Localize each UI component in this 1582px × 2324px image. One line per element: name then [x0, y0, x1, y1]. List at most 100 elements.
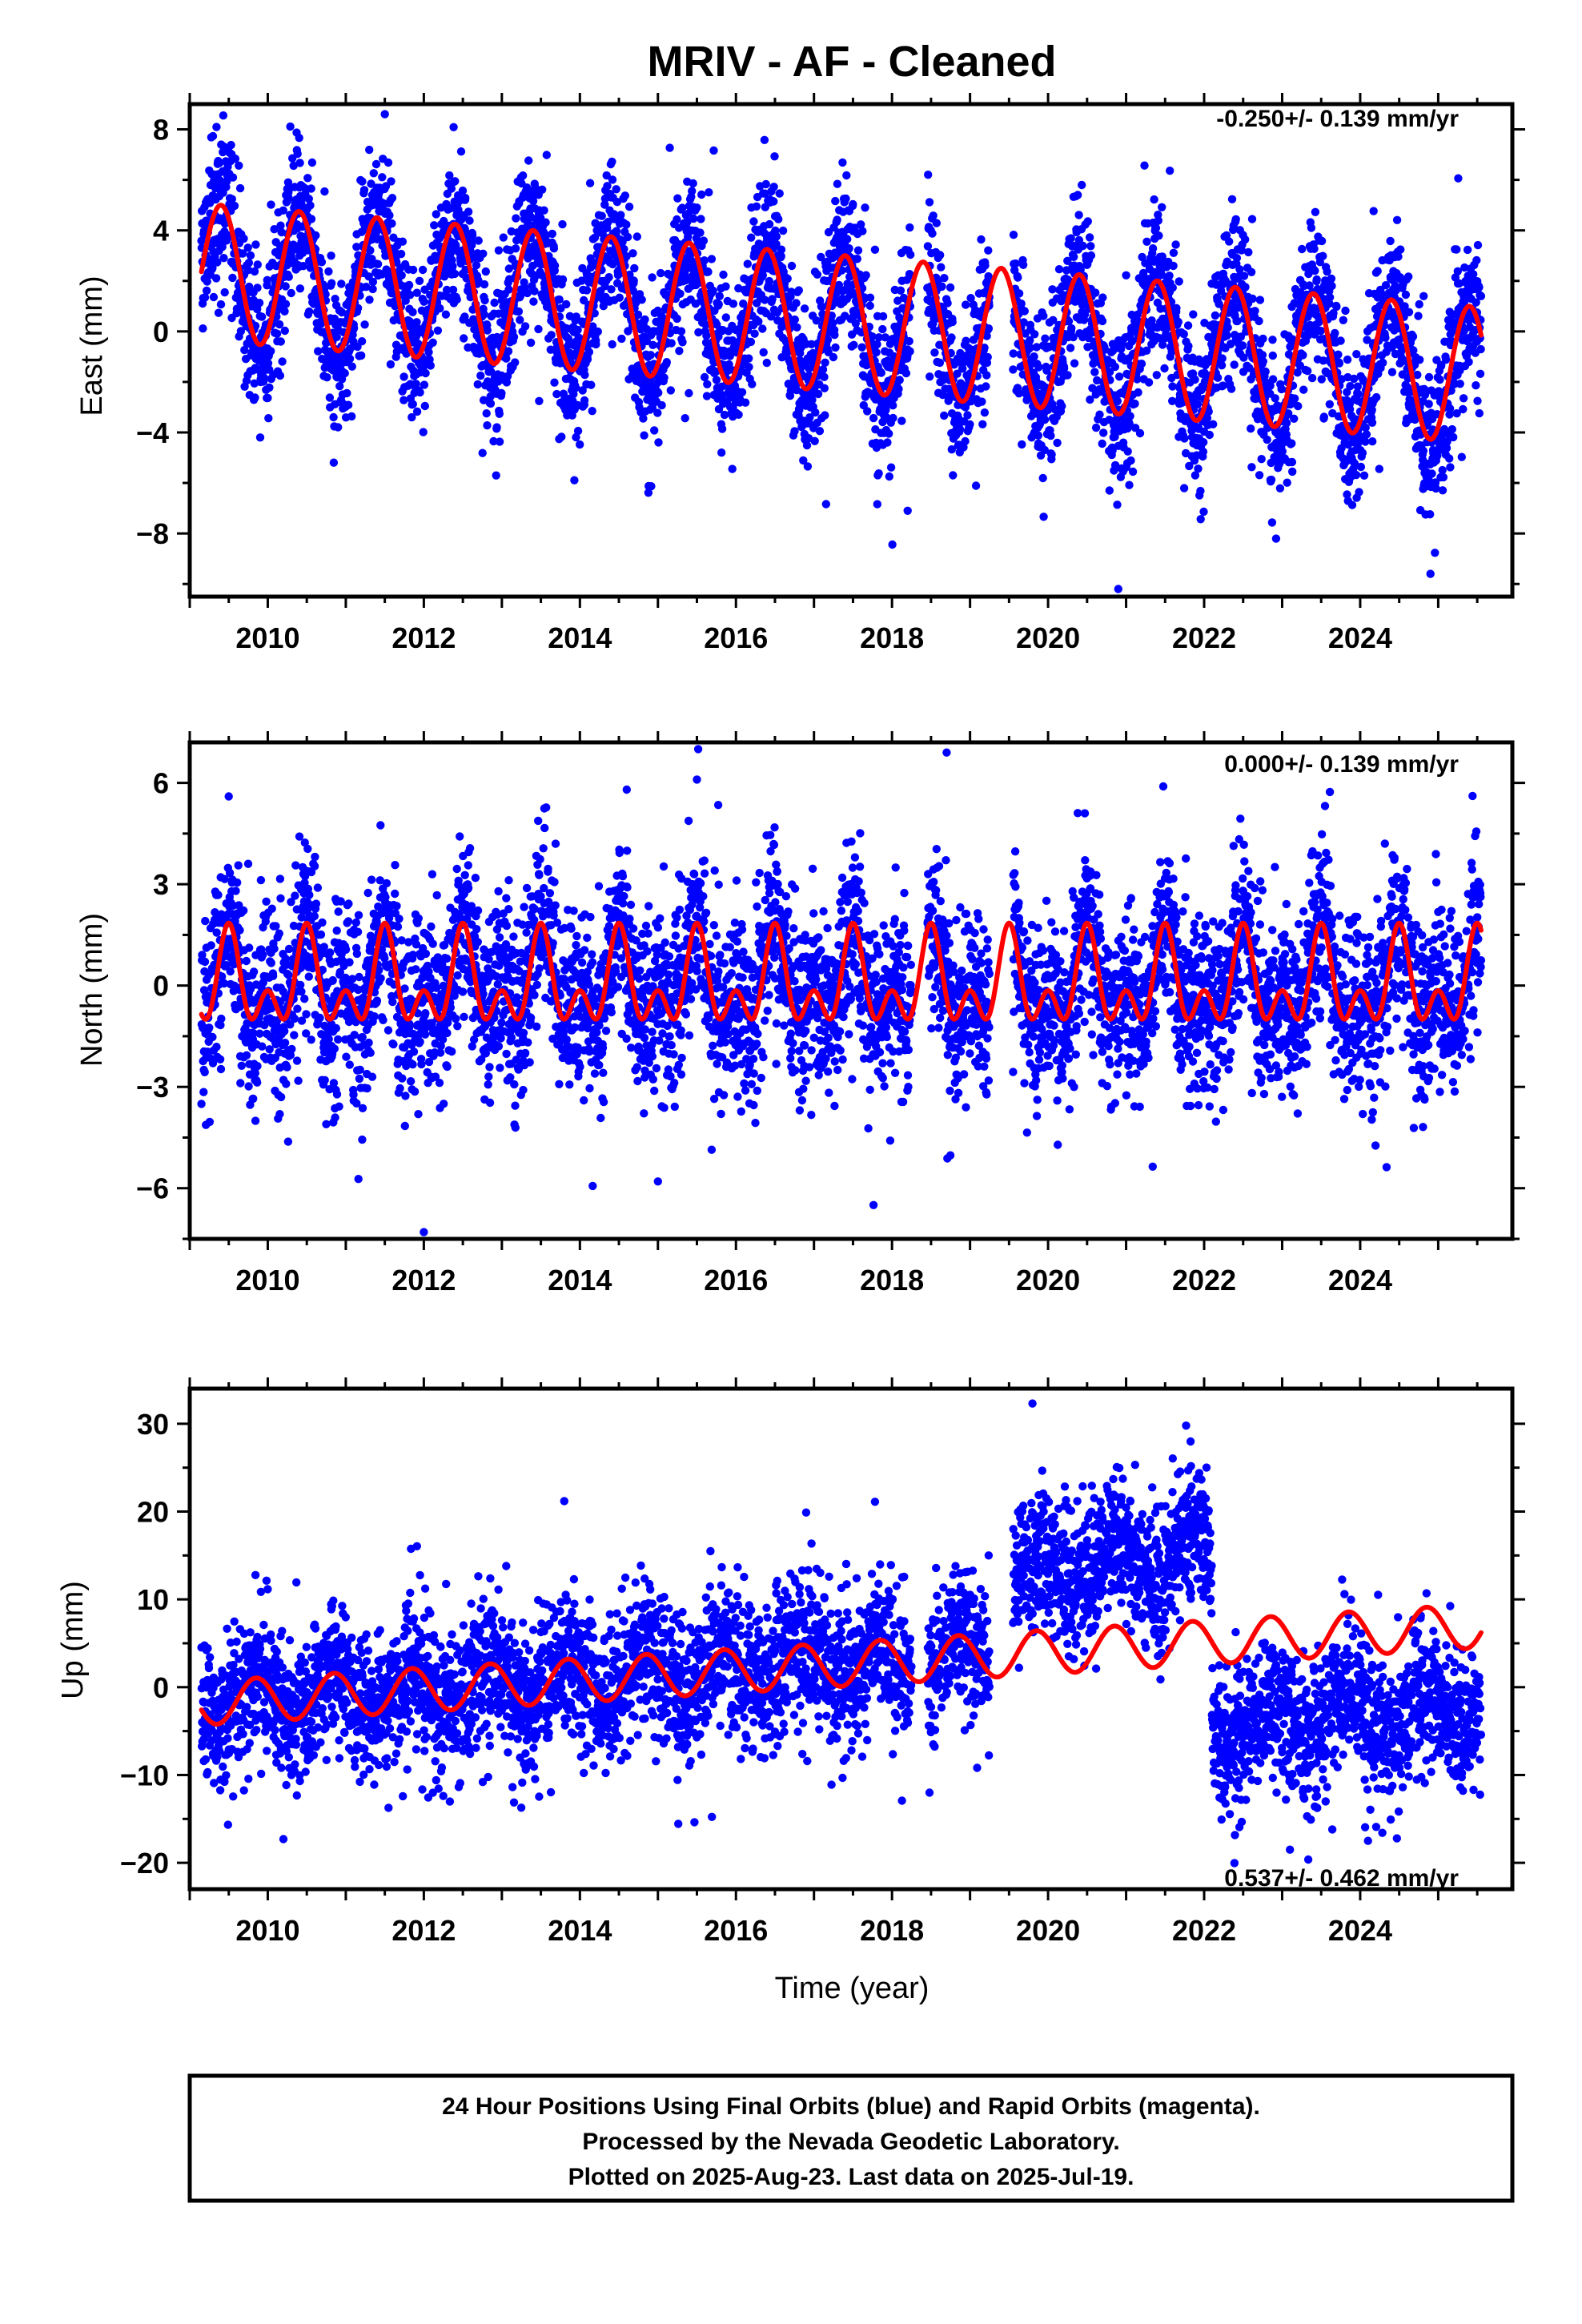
east-data-point [777, 245, 786, 254]
east-data-point [883, 438, 892, 447]
east-data-point [821, 358, 829, 367]
east-data-point [810, 436, 819, 445]
east-data-point [523, 288, 532, 298]
east-data-point [1194, 464, 1203, 473]
east-data-point [343, 388, 351, 398]
east-data-point [1152, 371, 1162, 380]
east-data-point [580, 370, 589, 380]
east-data-point [528, 196, 538, 206]
east-data-point [1457, 452, 1467, 461]
east-data-point [1386, 236, 1395, 246]
east-data-point [878, 312, 888, 321]
east-data-point [1199, 507, 1208, 517]
east-data-point [608, 175, 617, 184]
east-data-point [870, 245, 880, 254]
east-data-point [289, 161, 298, 171]
east-data-point [573, 325, 582, 335]
east-data-point [199, 324, 207, 333]
east-data-point [1247, 215, 1257, 223]
east-data-point [208, 131, 218, 141]
east-data-point [306, 263, 315, 272]
east-data-point [1259, 357, 1268, 366]
east-data-point [928, 229, 937, 238]
east-data-point [600, 200, 609, 209]
east-data-point [279, 206, 287, 215]
east-data-point [1174, 277, 1183, 286]
east-data-point [865, 301, 874, 310]
east-data-point [512, 214, 520, 223]
east-data-point [790, 315, 799, 324]
east-data-point [1148, 244, 1158, 253]
east-data-point [597, 211, 606, 220]
east-data-point [400, 396, 408, 404]
east-data-point [280, 326, 289, 336]
east-data-point [622, 220, 631, 229]
east-data-point [489, 436, 498, 446]
east-data-point [327, 279, 336, 287]
east-data-point [529, 297, 538, 306]
east-data-point [307, 184, 315, 193]
east-data-point [304, 195, 313, 203]
east-data-point [1244, 247, 1253, 257]
east-data-point [227, 195, 236, 203]
east-data-point [603, 182, 612, 191]
east-data-point [511, 358, 520, 367]
east-data-point [1445, 404, 1455, 413]
east-data-point [689, 214, 698, 223]
east-data-point [215, 159, 224, 167]
east-data-point [1372, 392, 1381, 402]
east-data-point [371, 159, 381, 169]
east-data-point [1414, 312, 1423, 320]
east-data-point [873, 500, 882, 509]
east-data-point [1275, 484, 1285, 493]
east-data-point [689, 179, 697, 188]
east-data-point [813, 389, 823, 399]
east-data-point [603, 223, 612, 232]
east-data-point [1311, 266, 1319, 275]
east-data-point [270, 225, 279, 234]
east-data-point [1464, 357, 1473, 367]
east-data-point [340, 368, 349, 378]
east-data-point [1319, 412, 1329, 421]
east-data-point [702, 392, 712, 400]
east-data-point [255, 433, 265, 442]
east-data-point [737, 388, 747, 396]
east-data-point [281, 282, 290, 291]
east-data-point [1263, 435, 1271, 444]
east-data-point [923, 242, 933, 251]
east-data-point [1074, 191, 1082, 199]
east-data-point [1110, 362, 1120, 372]
east-data-point [447, 184, 456, 193]
east-data-point [1319, 251, 1327, 260]
east-data-point [620, 244, 628, 254]
east-data-point [657, 400, 666, 410]
east-data-point [925, 198, 934, 207]
east-data-point [1083, 217, 1093, 226]
east-data-point [541, 218, 550, 227]
east-data-point [1126, 456, 1135, 465]
east-data-point [642, 325, 652, 334]
east-data-point [381, 182, 391, 191]
east-data-point [1351, 470, 1361, 480]
east-data-point [480, 296, 489, 305]
east-data-point [895, 376, 904, 384]
east-data-point [1259, 334, 1267, 344]
east-data-point [1196, 486, 1205, 496]
east-data-point [278, 357, 287, 366]
east-data-point [408, 265, 418, 275]
east-data-point [524, 156, 533, 165]
east-data-point [888, 540, 897, 549]
east-data-point [1030, 352, 1038, 361]
east-data-point [640, 431, 648, 440]
east-data-point [1456, 380, 1464, 388]
east-data-point [1261, 367, 1270, 376]
east-data-point [1316, 327, 1325, 336]
east-data-point [331, 295, 339, 304]
east-data-point [387, 177, 396, 186]
east-data-point [616, 211, 625, 219]
east-data-point [853, 246, 863, 255]
east-data-point [1268, 375, 1278, 384]
east-data-point [1375, 464, 1384, 473]
east-data-point [946, 283, 955, 292]
east-data-point [1034, 431, 1043, 440]
